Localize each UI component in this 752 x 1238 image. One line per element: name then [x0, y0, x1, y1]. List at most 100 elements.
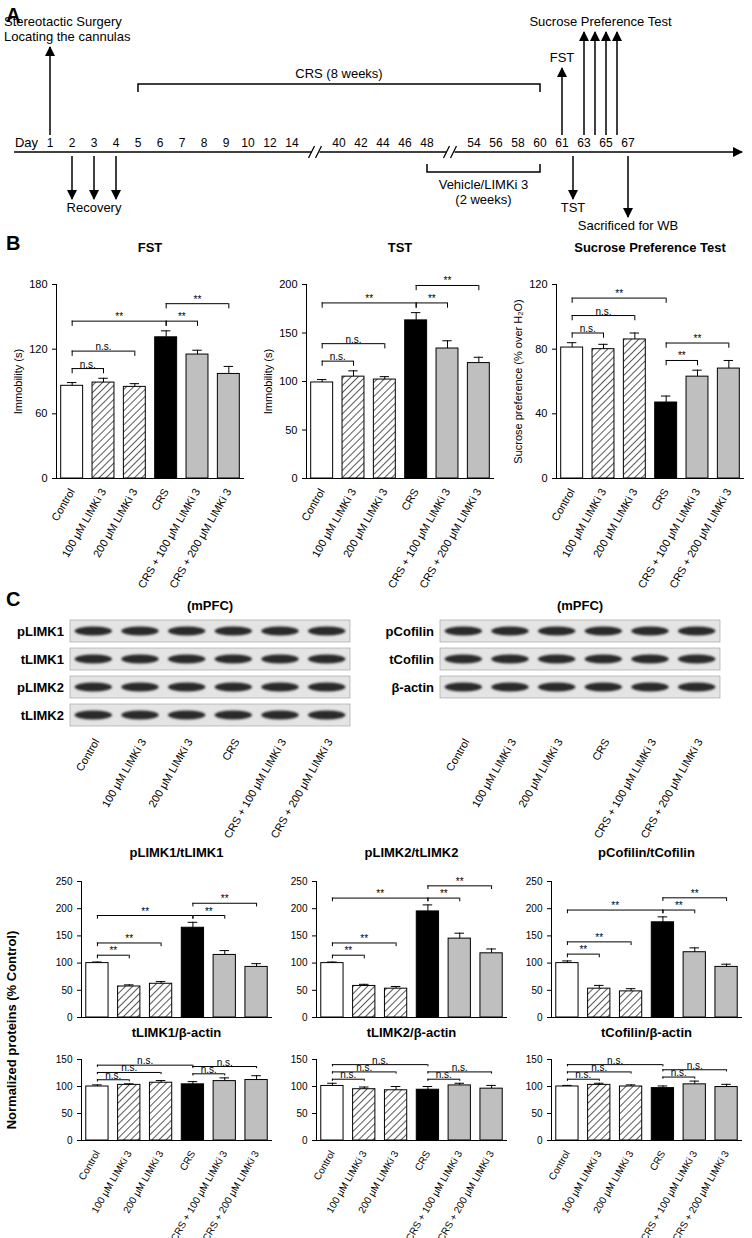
svg-text:5: 5 [135, 136, 142, 150]
svg-text:n.s.: n.s. [671, 1067, 687, 1078]
svg-text:200: 200 [279, 278, 297, 290]
svg-text:CRS: CRS [590, 736, 612, 762]
svg-text:0: 0 [41, 472, 47, 484]
svg-text:2: 2 [69, 136, 76, 150]
svg-text:Control: Control [443, 736, 471, 773]
svg-text:60: 60 [533, 136, 547, 150]
svg-text:120: 120 [529, 278, 547, 290]
svg-text:**: ** [595, 932, 603, 943]
svg-text:14: 14 [285, 136, 299, 150]
svg-text:180: 180 [29, 278, 47, 290]
svg-text:**: ** [205, 906, 213, 917]
svg-text:tLIMK1: tLIMK1 [21, 652, 64, 667]
svg-text:pLIMK1: pLIMK1 [17, 624, 64, 639]
svg-text:**: ** [611, 900, 619, 911]
svg-text:40: 40 [332, 136, 346, 150]
svg-text:n.s.: n.s. [137, 1055, 153, 1066]
svg-text:n.s.: n.s. [372, 1055, 388, 1066]
svg-text:54: 54 [467, 136, 481, 150]
svg-text:50: 50 [296, 1108, 308, 1119]
svg-text:200: 200 [291, 903, 308, 914]
svg-text:50: 50 [531, 1108, 543, 1119]
svg-text:CRS + 200 μM LIMKi 3: CRS + 200 μM LIMKi 3 [268, 736, 335, 840]
svg-text:CRS: CRS [647, 1148, 667, 1172]
svg-text:Control: Control [73, 736, 101, 773]
svg-text:Locating the cannulas: Locating the cannulas [4, 29, 131, 44]
svg-text:CRS + 200 μM LIMKi 3: CRS + 200 μM LIMKi 3 [638, 736, 705, 840]
svg-text:n.s.: n.s. [575, 1069, 591, 1080]
svg-text:50: 50 [285, 424, 297, 436]
svg-text:Control: Control [311, 1149, 337, 1182]
svg-text:48: 48 [420, 136, 434, 150]
svg-text:150: 150 [291, 930, 308, 941]
svg-text:CRS + 200 μM LIMKi 3: CRS + 200 μM LIMKi 3 [667, 486, 734, 590]
svg-text:9: 9 [223, 136, 230, 150]
svg-text:n.s.: n.s. [80, 359, 96, 370]
svg-text:44: 44 [376, 136, 390, 150]
svg-text:CRS: CRS [412, 1148, 432, 1172]
svg-text:**: ** [694, 333, 702, 344]
svg-text:250: 250 [56, 876, 73, 887]
svg-text:3: 3 [91, 136, 98, 150]
svg-text:46: 46 [398, 136, 412, 150]
svg-text:n.s.: n.s. [345, 334, 361, 345]
svg-text:Stereotactic Surgery: Stereotactic Surgery [4, 14, 122, 29]
svg-text:n.s.: n.s. [687, 1060, 703, 1071]
svg-text:250: 250 [526, 876, 543, 887]
svg-text:58: 58 [511, 136, 525, 150]
svg-text:**: ** [456, 876, 464, 887]
svg-text:Control: Control [546, 1149, 572, 1182]
svg-text:200 μM LIMKi 3: 200 μM LIMKi 3 [516, 736, 565, 809]
svg-text:50: 50 [61, 985, 73, 996]
svg-text:Control: Control [299, 486, 327, 523]
svg-text:150: 150 [291, 1054, 308, 1065]
svg-text:100: 100 [526, 957, 543, 968]
svg-text:150: 150 [56, 1054, 73, 1065]
svg-text:200 μM LIMKi 3: 200 μM LIMKi 3 [591, 1148, 636, 1215]
svg-text:n.s.: n.s. [591, 1062, 607, 1073]
svg-text:Immobility (s): Immobility (s) [12, 349, 24, 414]
svg-text:**: ** [365, 293, 373, 304]
svg-text:**: ** [428, 293, 436, 304]
svg-text:250: 250 [291, 876, 308, 887]
svg-text:200 μM LIMKi 3: 200 μM LIMKi 3 [121, 1148, 166, 1215]
svg-text:7: 7 [179, 136, 186, 150]
svg-text:100: 100 [526, 1081, 543, 1092]
svg-text:**: ** [141, 906, 149, 917]
svg-text:0: 0 [291, 472, 297, 484]
svg-text:120: 120 [29, 343, 47, 355]
svg-text:200 μM LIMKi 3: 200 μM LIMKi 3 [341, 486, 390, 559]
svg-text:n.s.: n.s. [340, 1069, 356, 1080]
svg-text:Recovery: Recovery [67, 200, 122, 215]
svg-text:60: 60 [35, 407, 47, 419]
svg-text:50: 50 [61, 1108, 73, 1119]
svg-text:150: 150 [279, 327, 297, 339]
svg-text:n.s.: n.s. [105, 1070, 121, 1081]
svg-text:10: 10 [241, 136, 255, 150]
svg-text:FST: FST [550, 50, 575, 65]
svg-text:Sucrose preference (% over H₂O: Sucrose preference (% over H₂O) [512, 299, 524, 463]
svg-text:100: 100 [291, 1081, 308, 1092]
svg-text:**: ** [440, 888, 448, 899]
svg-text:n.s.: n.s. [580, 323, 596, 334]
svg-text:**: ** [360, 933, 368, 944]
svg-text:CRS + 200 μM LIMKi 3: CRS + 200 μM LIMKi 3 [435, 1148, 496, 1238]
svg-text:Control: Control [49, 486, 77, 523]
svg-text:CRS (8 weeks): CRS (8 weeks) [295, 66, 382, 81]
svg-text:**: ** [678, 350, 686, 361]
svg-text:n.s.: n.s. [217, 1057, 233, 1068]
svg-text:**: ** [194, 294, 202, 305]
svg-text:150: 150 [526, 930, 543, 941]
svg-text:Control: Control [549, 486, 577, 523]
svg-text:CRS + 200 μM LIMKi 3: CRS + 200 μM LIMKi 3 [167, 486, 234, 590]
svg-text:**: ** [221, 893, 229, 904]
svg-text:50: 50 [531, 985, 543, 996]
svg-text:0: 0 [302, 1135, 308, 1146]
svg-text:0: 0 [537, 1012, 543, 1023]
svg-text:tCofilin: tCofilin [389, 652, 434, 667]
svg-text:150: 150 [56, 930, 73, 941]
svg-text:n.s.: n.s. [607, 1055, 623, 1066]
svg-text:**: ** [115, 311, 123, 322]
svg-text:6: 6 [157, 136, 164, 150]
svg-text:40: 40 [535, 407, 547, 419]
